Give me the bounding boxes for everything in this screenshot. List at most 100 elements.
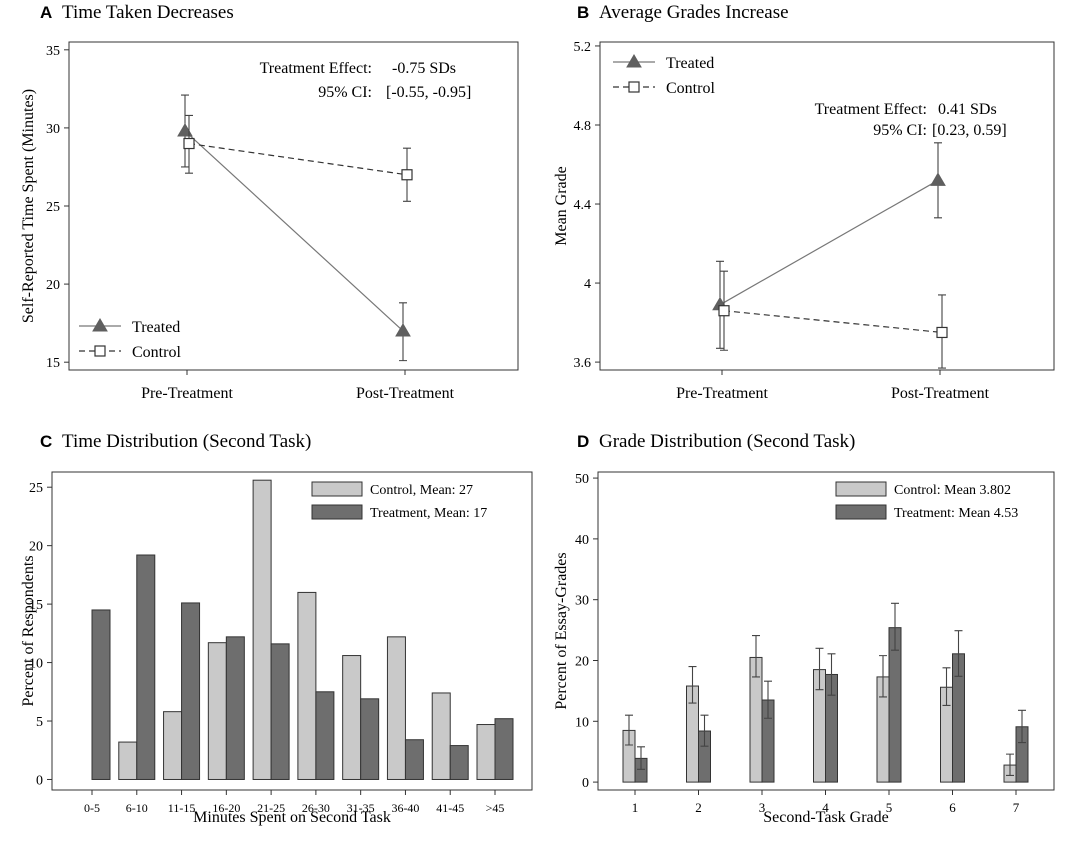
y-tick-label: 3.6 — [574, 356, 592, 371]
annotation-value: 0.41 SDs — [938, 101, 997, 118]
y-tick-label: 5.2 — [574, 40, 592, 55]
legend-label: Treatment, Mean: 17 — [370, 506, 487, 521]
error-bar — [827, 653, 836, 696]
error-bar — [879, 655, 887, 698]
data-point — [401, 169, 413, 181]
x-tick-label: 36-40 — [391, 801, 419, 815]
data-point — [183, 137, 195, 150]
legend: Treated Control — [613, 54, 715, 97]
y-tick-label: 40 — [575, 533, 589, 548]
y-tick-label: 0 — [36, 773, 43, 788]
y-tick-label: 15 — [29, 598, 43, 613]
legend-label: Treated — [132, 319, 180, 336]
legend-label: Treatment: Mean 4.53 — [894, 506, 1018, 521]
y-tick-label: 20 — [29, 540, 43, 555]
x-tick-label: 26-30 — [302, 801, 330, 815]
error-bar — [764, 680, 772, 719]
annotation-value: -0.75 SDs — [392, 60, 456, 77]
panel-d-title: D Grade Distribution (Second Task) — [577, 431, 855, 452]
y-tick-label: 20 — [575, 654, 589, 669]
y-tick-label: 0 — [582, 776, 589, 791]
x-tick-label: Pre-Treatment — [676, 385, 768, 402]
y-tick-label: 30 — [575, 594, 589, 609]
data-point — [177, 123, 193, 137]
error-bar — [637, 746, 645, 770]
series-treated — [712, 142, 946, 349]
error-bar — [688, 666, 697, 704]
bar — [118, 741, 138, 780]
legend-label: Control: Mean 3.802 — [894, 483, 1011, 498]
x-tick-label: 0-5 — [84, 801, 100, 815]
bar — [136, 554, 156, 780]
x-tick-label: 41-45 — [436, 801, 464, 815]
x-tick-label: 21-25 — [257, 801, 285, 815]
y-axis-label: Percent of Respondents — [20, 555, 37, 706]
x-tick-label: Post-Treatment — [356, 385, 455, 402]
series-line — [188, 142, 408, 176]
panel-a-title: A Time Taken Decreases — [40, 2, 234, 23]
plot-frame — [51, 471, 533, 791]
series-line — [723, 310, 943, 334]
legend-label: Control — [666, 80, 715, 97]
legend-swatch — [311, 481, 363, 497]
data-point — [718, 305, 730, 317]
y-tick-label: 4.8 — [574, 119, 592, 134]
data-point — [395, 322, 411, 337]
bar — [181, 602, 201, 780]
treatment-effect-annotation: Treatment Effect: 0.41 SDs 95% CI: [0.23, 0… — [815, 101, 1007, 139]
x-axis-label: Minutes Spent on Second Task — [193, 809, 391, 826]
error-bar — [700, 714, 709, 747]
panel-letter: B — [577, 3, 589, 22]
x-tick-label: 2 — [695, 800, 702, 815]
annotation-value: [-0.55, -0.95] — [386, 84, 471, 101]
bar — [494, 718, 514, 780]
y-tick-label: 35 — [46, 44, 60, 59]
panel-letter: A — [40, 3, 52, 22]
bar — [449, 745, 469, 780]
x-tick-label: 31-35 — [347, 801, 375, 815]
panel-d-plot: 0 10 20 30 40 50 1 2 3 4 5 6 7 Control: Mean 3.802 Tre… — [575, 471, 1055, 815]
legend-swatch — [311, 504, 363, 520]
annotation-label: 95% CI: — [873, 122, 927, 139]
legend: Control: Mean 3.802 Treatment: Mean 4.53 — [835, 481, 1018, 521]
y-tick-label: 4 — [584, 277, 591, 292]
legend-label: Control, Mean: 27 — [370, 483, 473, 498]
legend-marker — [628, 81, 640, 93]
series-line — [719, 179, 939, 306]
bar — [315, 691, 335, 780]
bar — [252, 479, 272, 780]
bar — [360, 698, 380, 780]
chart-title: Grade Distribution (Second Task) — [599, 431, 855, 452]
legend-marker — [92, 318, 108, 332]
bar — [225, 636, 245, 780]
annotation-label: Treatment Effect: — [260, 60, 372, 77]
x-tick-label: 16-20 — [212, 801, 240, 815]
x-tick-label: 5 — [886, 800, 893, 815]
annotation-value: [0.23, 0.59] — [932, 122, 1007, 139]
panel-c-title: C Time Distribution (Second Task) — [40, 431, 311, 452]
panel-b-plot: 3.6 4 4.4 4.8 5.2 Pre-Treatment Post-Treatment… — [574, 40, 1055, 402]
legend-label: Control — [132, 344, 181, 361]
x-axis-label: Second-Task Grade — [763, 809, 889, 826]
y-tick-label: 10 — [29, 657, 43, 672]
panel-letter: C — [40, 432, 52, 451]
bar — [163, 711, 183, 780]
series-control — [718, 270, 948, 369]
y-tick-label: 15 — [46, 356, 60, 371]
panel-b-title: B Average Grades Increase — [577, 2, 789, 23]
y-tick-label: 30 — [46, 122, 60, 137]
y-tick-label: 10 — [575, 715, 589, 730]
error-bar — [815, 647, 824, 691]
y-axis-label: Mean Grade — [553, 166, 570, 246]
plot-frame — [599, 41, 1055, 371]
error-bar — [752, 635, 760, 678]
series-line — [184, 130, 404, 332]
legend-marker — [94, 345, 106, 357]
bar — [91, 609, 111, 780]
x-tick-label: 11-15 — [168, 801, 196, 815]
bar — [431, 692, 451, 780]
series-treated — [177, 94, 411, 362]
x-tick-label: 1 — [632, 800, 639, 815]
x-tick-label: 4 — [822, 800, 829, 815]
